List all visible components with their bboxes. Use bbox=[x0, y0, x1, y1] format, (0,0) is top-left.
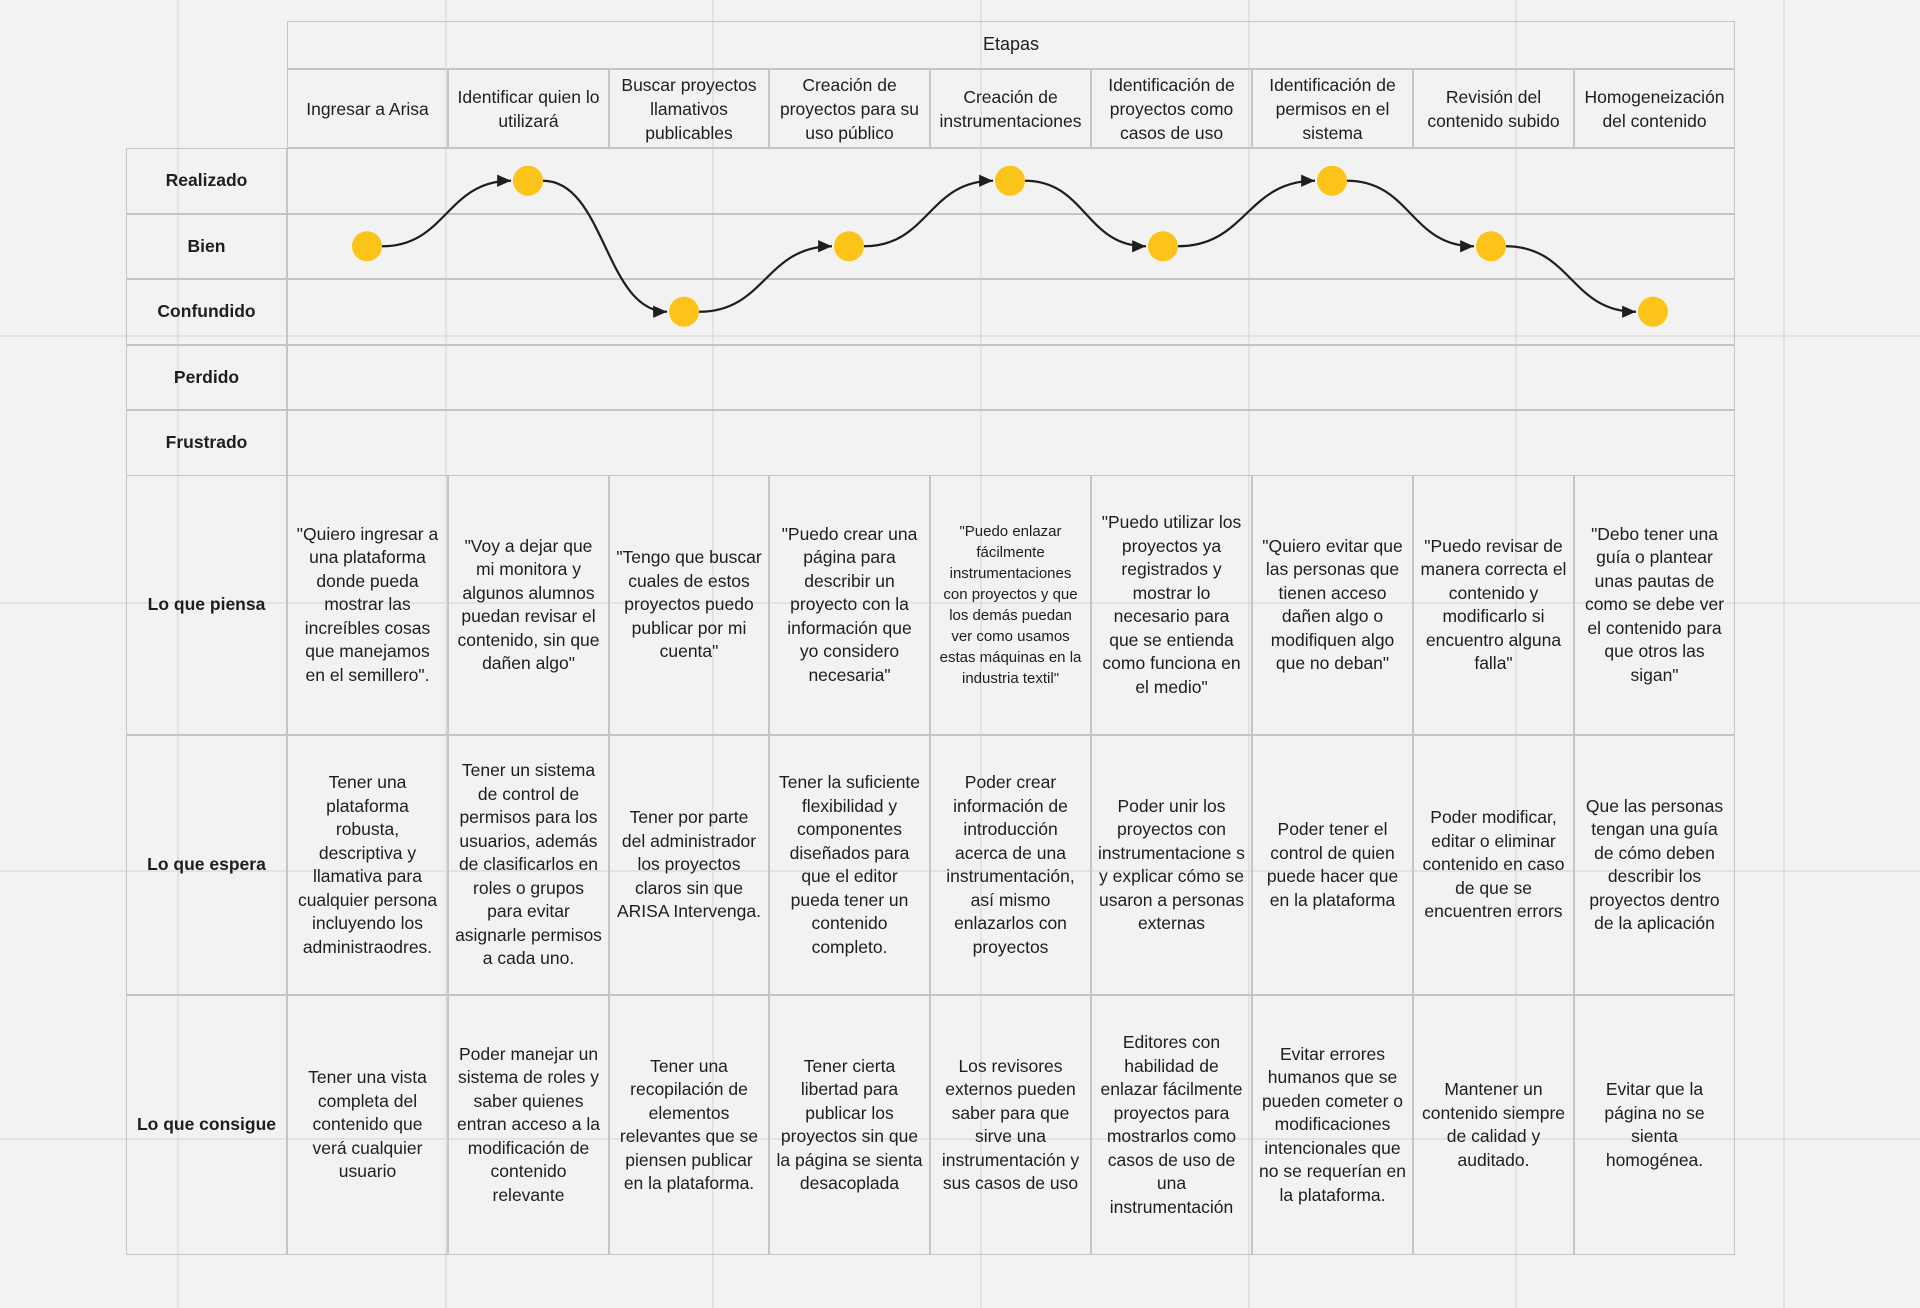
emotion-lane-bien bbox=[287, 213, 1735, 279]
emotion-lane-frustrado bbox=[287, 410, 1735, 476]
row-2-cell-9: Que las personas tengan una guía de cómo… bbox=[1574, 735, 1735, 995]
row-3-cell-4: Tener cierta libertad para publicar los … bbox=[769, 995, 930, 1255]
emotion-label-frustrado: Frustrado bbox=[126, 410, 287, 476]
stage-header-9: Homogeneización del contenido bbox=[1574, 69, 1735, 148]
row-1-cell-6: "Puedo utilizar los proyectos ya registr… bbox=[1091, 475, 1252, 735]
stage-header-2: Identificar quien lo utilizará bbox=[448, 69, 609, 148]
row-1-cell-1: "Quiero ingresar a una plataforma donde … bbox=[287, 475, 448, 735]
row-2-cell-2: Tener un sistema de control de permisos … bbox=[448, 735, 609, 995]
row-2-cell-8: Poder modificar, editar o eliminar conte… bbox=[1413, 735, 1574, 995]
emotion-label-confundido: Confundido bbox=[126, 279, 287, 345]
row-3-cell-6: Editores con habilidad de enlazar fácilm… bbox=[1091, 995, 1252, 1255]
row-1-cell-2: "Voy a dejar que mi monitora y algunos a… bbox=[448, 475, 609, 735]
stage-header-6: Identificación de proyectos como casos d… bbox=[1091, 69, 1252, 148]
emotion-label-bien: Bien bbox=[126, 213, 287, 279]
stage-header-1: Ingresar a Arisa bbox=[287, 69, 448, 148]
row-2-cell-1: Tener una plataforma robusta, descriptiv… bbox=[287, 735, 448, 995]
row-1-cell-4: "Puedo crear una página para describir u… bbox=[769, 475, 930, 735]
row-2-cell-7: Poder tener el control de quien puede ha… bbox=[1252, 735, 1413, 995]
row-1-cell-3: "Tengo que buscar cuales de estos proyec… bbox=[609, 475, 769, 735]
row-1-cell-5: "Puedo enlazar fácilmente instrumentacio… bbox=[930, 475, 1091, 735]
stage-header-5: Creación de instrumentaciones bbox=[930, 69, 1091, 148]
row-3-cell-9: Evitar que la página no se sienta homogé… bbox=[1574, 995, 1735, 1255]
row-3-cell-7: Evitar errores humanos que se pueden com… bbox=[1252, 995, 1413, 1255]
row-3-cell-2: Poder manejar un sistema de roles y sabe… bbox=[448, 995, 609, 1255]
row-3-cell-1: Tener una vista completa del contenido q… bbox=[287, 995, 448, 1255]
stage-header-4: Creación de proyectos para su uso públic… bbox=[769, 69, 930, 148]
row-label-2: Lo que espera bbox=[126, 735, 287, 995]
row-2-cell-3: Tener por parte del administrador los pr… bbox=[609, 735, 769, 995]
row-1-cell-9: "Debo tener una guía o plantear unas pau… bbox=[1574, 475, 1735, 735]
emotion-lane-confundido bbox=[287, 279, 1735, 345]
row-3-cell-8: Mantener un contenido siempre de calidad… bbox=[1413, 995, 1574, 1255]
stage-header-7: Identificación de permisos en el sistema bbox=[1252, 69, 1413, 148]
emotion-lane-perdido bbox=[287, 344, 1735, 410]
emotion-label-perdido: Perdido bbox=[126, 344, 287, 410]
row-3-cell-5: Los revisores externos pueden saber para… bbox=[930, 995, 1091, 1255]
row-2-cell-4: Tener la suficiente flexibilidad y compo… bbox=[769, 735, 930, 995]
row-2-cell-6: Poder unir los proyectos con instrumenta… bbox=[1091, 735, 1252, 995]
emotion-label-realizado: Realizado bbox=[126, 148, 287, 214]
row-1-cell-7: "Quiero evitar que las personas que tien… bbox=[1252, 475, 1413, 735]
stage-header-8: Revisión del contenido subido bbox=[1413, 69, 1574, 148]
stages-header: Etapas bbox=[287, 21, 1735, 69]
row-label-1: Lo que piensa bbox=[126, 475, 287, 735]
emotion-lane-realizado bbox=[287, 148, 1735, 214]
stage-header-3: Buscar proyectos llamativos publicables bbox=[609, 69, 769, 148]
row-1-cell-8: "Puedo revisar de manera correcta el con… bbox=[1413, 475, 1574, 735]
row-2-cell-5: Poder crear información de introducción … bbox=[930, 735, 1091, 995]
row-3-cell-3: Tener una recopilación de elementos rele… bbox=[609, 995, 769, 1255]
row-label-3: Lo que consigue bbox=[126, 995, 287, 1255]
